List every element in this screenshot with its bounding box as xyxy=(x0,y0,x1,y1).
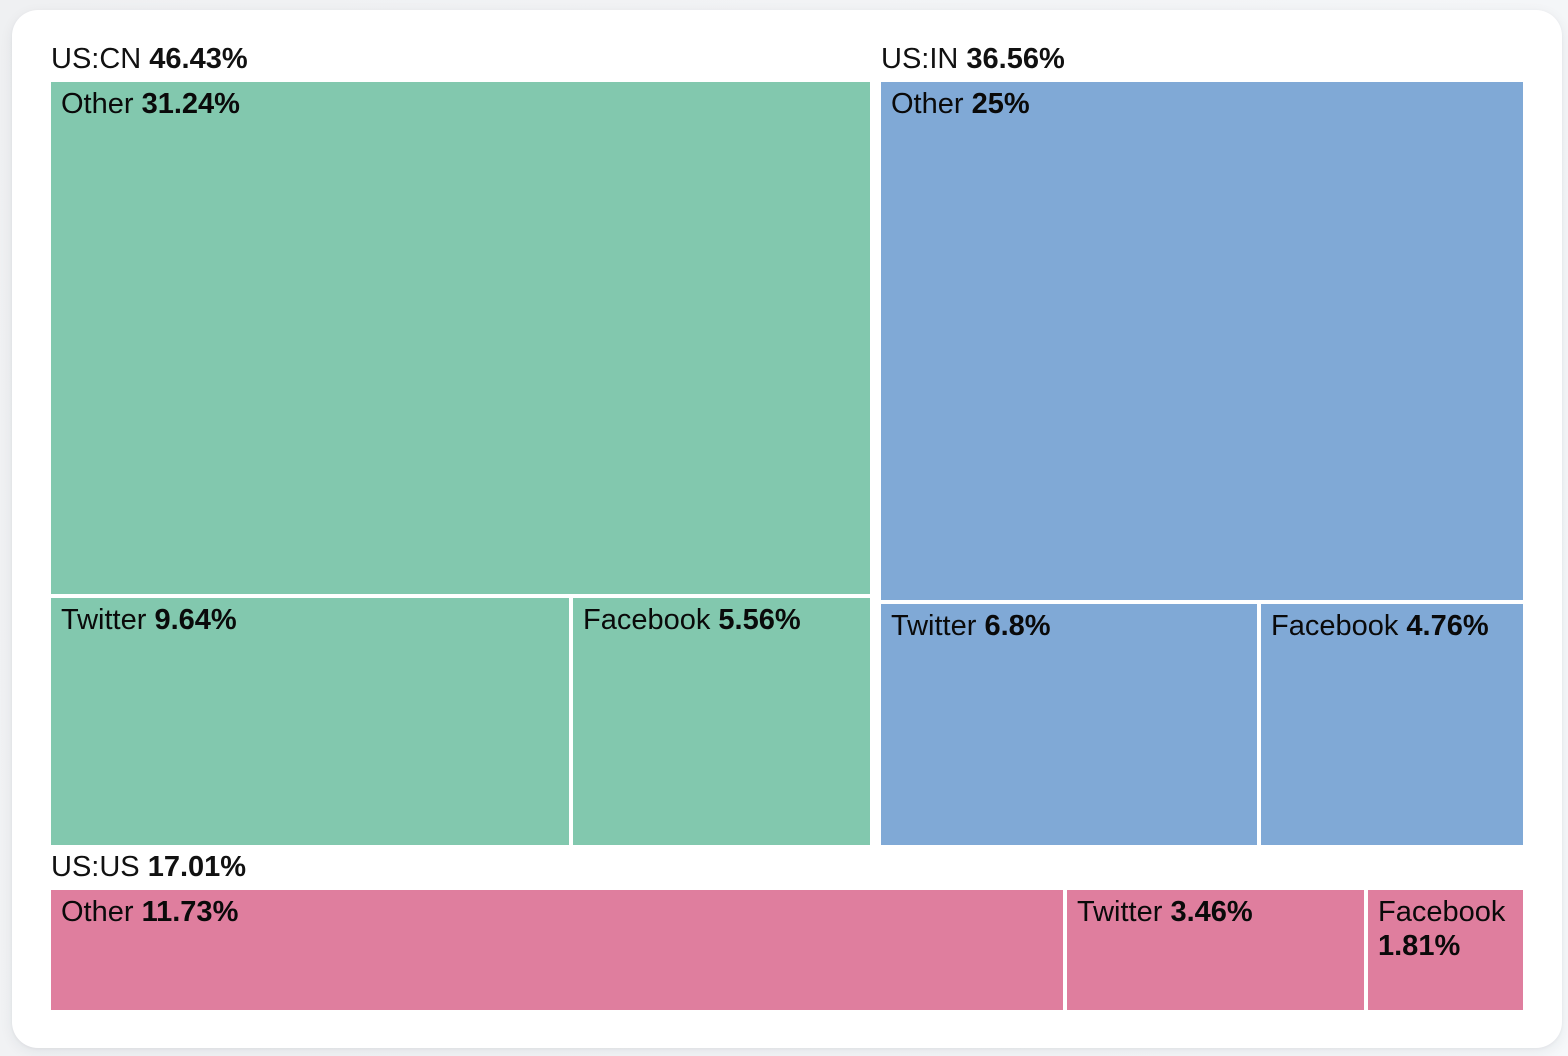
treemap-cell-us-us-facebook[interactable]: Facebook 1.81% xyxy=(1368,890,1523,1010)
cell-percent: 9.64% xyxy=(154,604,237,636)
cell-name: Other xyxy=(61,896,134,928)
cell-percent: 6.8% xyxy=(984,610,1051,642)
treemap-cell-us-in-other[interactable]: Other 25% xyxy=(881,82,1523,600)
cell-percent: 4.76% xyxy=(1406,610,1489,642)
treemap-cell-us-in-facebook[interactable]: Facebook 4.76% xyxy=(1261,604,1523,845)
cell-percent: 5.56% xyxy=(718,604,801,636)
cell-name: Other xyxy=(891,88,964,120)
treemap-card: US:CN 46.43% Other 31.24% Twitter 9.64% … xyxy=(12,10,1562,1048)
treemap-cell-us-us-other[interactable]: Other 11.73% xyxy=(51,890,1063,1010)
cell-name: Facebook xyxy=(1378,896,1506,928)
cell-percent: 1.81% xyxy=(1378,930,1461,963)
treemap-cell-us-cn-other[interactable]: Other 31.24% xyxy=(51,82,870,594)
cell-name: Twitter xyxy=(1077,896,1163,928)
cell-percent: 11.73% xyxy=(141,896,239,928)
cell-name: Twitter xyxy=(891,610,977,642)
cell-percent: 3.46% xyxy=(1170,896,1253,928)
cell-percent: 31.24% xyxy=(141,88,240,120)
treemap-cell-us-us-twitter[interactable]: Twitter 3.46% xyxy=(1067,890,1364,1010)
cell-name: Other xyxy=(61,88,134,120)
cell-name: Facebook xyxy=(1271,610,1399,642)
treemap-cell-us-cn-facebook[interactable]: Facebook 5.56% xyxy=(573,598,870,845)
cell-name: Facebook xyxy=(583,604,711,636)
group-percent: 36.56% xyxy=(966,43,1065,75)
group-label-us-us: US:US 17.01% xyxy=(51,851,247,884)
group-percent: 46.43% xyxy=(149,43,248,75)
treemap-cell-us-in-twitter[interactable]: Twitter 6.8% xyxy=(881,604,1257,845)
cell-name: Twitter xyxy=(61,604,147,636)
group-name: US:IN xyxy=(881,43,959,75)
treemap-cell-us-cn-twitter[interactable]: Twitter 9.64% xyxy=(51,598,569,845)
cell-percent: 25% xyxy=(971,88,1030,120)
group-label-us-in: US:IN 36.56% xyxy=(881,43,1065,76)
group-percent: 17.01% xyxy=(147,851,247,883)
group-name: US:US xyxy=(51,851,140,883)
group-label-us-cn: US:CN 46.43% xyxy=(51,43,248,76)
group-name: US:CN xyxy=(51,43,142,75)
